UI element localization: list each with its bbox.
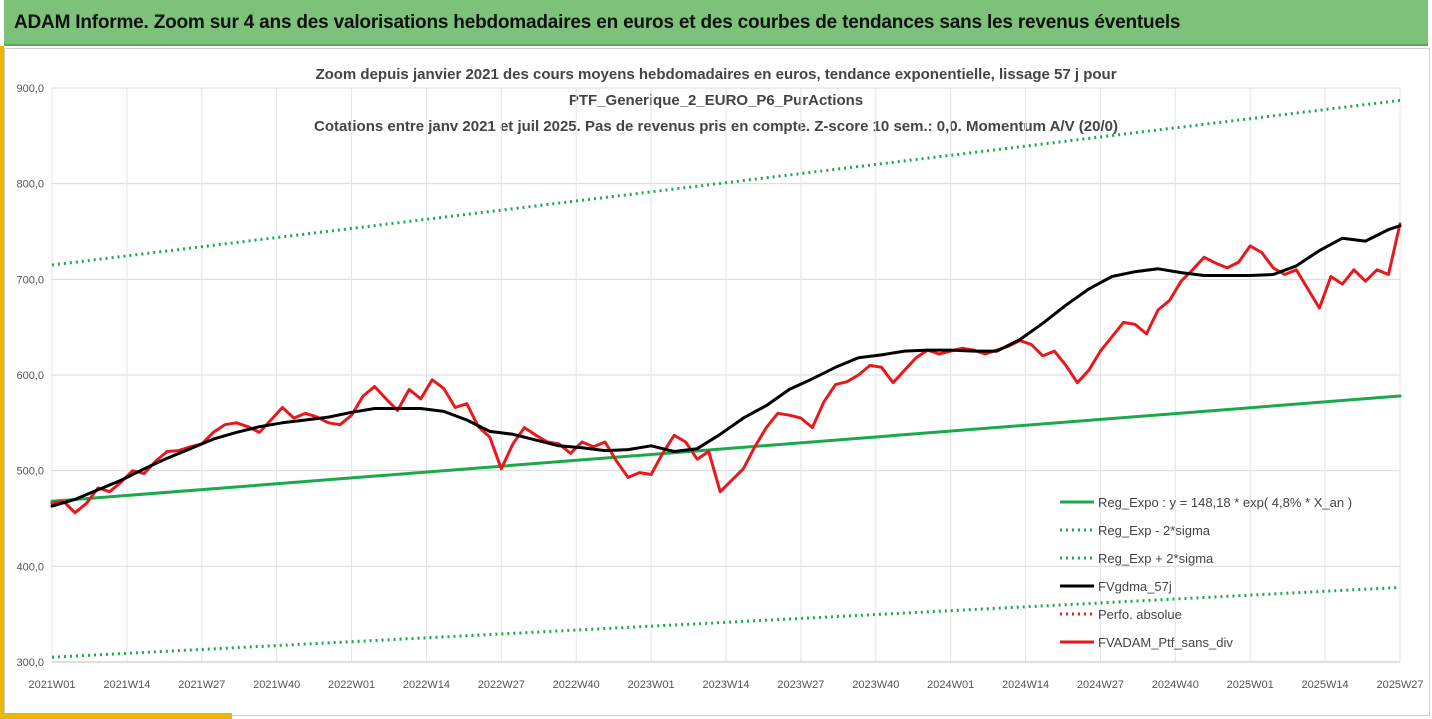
- x-tick-label: 2022W14: [403, 679, 450, 691]
- report-banner: ADAM Informe. Zoom sur 4 ans des valoris…: [4, 0, 1428, 46]
- y-tick-label: 700,0: [16, 274, 44, 286]
- legend-entry: Reg_Exp + 2*sigma: [1098, 551, 1214, 566]
- y-tick-label: 900,0: [16, 83, 44, 95]
- x-tick-label: 2025W14: [1302, 679, 1349, 691]
- legend-entry: FVgdma_57j: [1098, 579, 1172, 594]
- legend-entry: Perfo. absolue: [1098, 607, 1182, 622]
- left-accent-bar: [0, 46, 4, 719]
- bottom-accent-bar: [4, 713, 232, 719]
- x-tick-label: 2025W27: [1376, 679, 1423, 691]
- legend-entry: FVADAM_Ptf_sans_div: [1098, 635, 1233, 650]
- series-line: [51, 98, 1401, 267]
- x-tick-label: 2024W40: [1152, 679, 1199, 691]
- y-tick-label: 800,0: [16, 179, 44, 191]
- x-tick-label: 2021W27: [178, 679, 225, 691]
- x-tick-label: 2024W01: [927, 679, 974, 691]
- x-tick-label: 2023W14: [702, 679, 749, 691]
- x-tick-label: 2021W40: [253, 679, 300, 691]
- x-tick-label: 2024W14: [1002, 679, 1049, 691]
- chart-title-line-3: Cotations entre janv 2021 et juil 2025. …: [314, 118, 1118, 135]
- chart-title-line-2: PTF_Generique_2_EURO_P6_PurActions: [568, 92, 864, 109]
- x-tick-label: 2022W27: [478, 679, 525, 691]
- series-line: [50, 224, 1402, 508]
- x-tick-label: 2023W01: [628, 679, 675, 691]
- series-line: [50, 222, 1402, 515]
- y-tick-label: 500,0: [16, 466, 44, 478]
- x-tick-label: 2023W40: [852, 679, 899, 691]
- banner-title: ADAM Informe. Zoom sur 4 ans des valoris…: [14, 12, 1181, 33]
- x-tick-label: 2022W01: [328, 679, 375, 691]
- x-tick-label: 2023W27: [777, 679, 824, 691]
- series-line: [50, 394, 1402, 503]
- chart-frame: [4, 48, 1430, 716]
- x-tick-label: 2021W01: [28, 679, 75, 691]
- y-tick-label: 600,0: [16, 370, 44, 382]
- y-tick-label: 400,0: [16, 561, 44, 573]
- x-tick-label: 2025W01: [1227, 679, 1274, 691]
- x-tick-label: 2022W40: [553, 679, 600, 691]
- legend-entry: Reg_Exp - 2*sigma: [1098, 523, 1211, 538]
- chart-title-line-1: Zoom depuis janvier 2021 des cours moyen…: [315, 66, 1117, 83]
- x-tick-label: 2021W14: [103, 679, 150, 691]
- x-tick-label: 2024W27: [1077, 679, 1124, 691]
- legend-entry: Reg_Expo : y = 148,18 * exp( 4,8% * X_an…: [1098, 495, 1352, 510]
- y-tick-label: 300,0: [16, 657, 44, 669]
